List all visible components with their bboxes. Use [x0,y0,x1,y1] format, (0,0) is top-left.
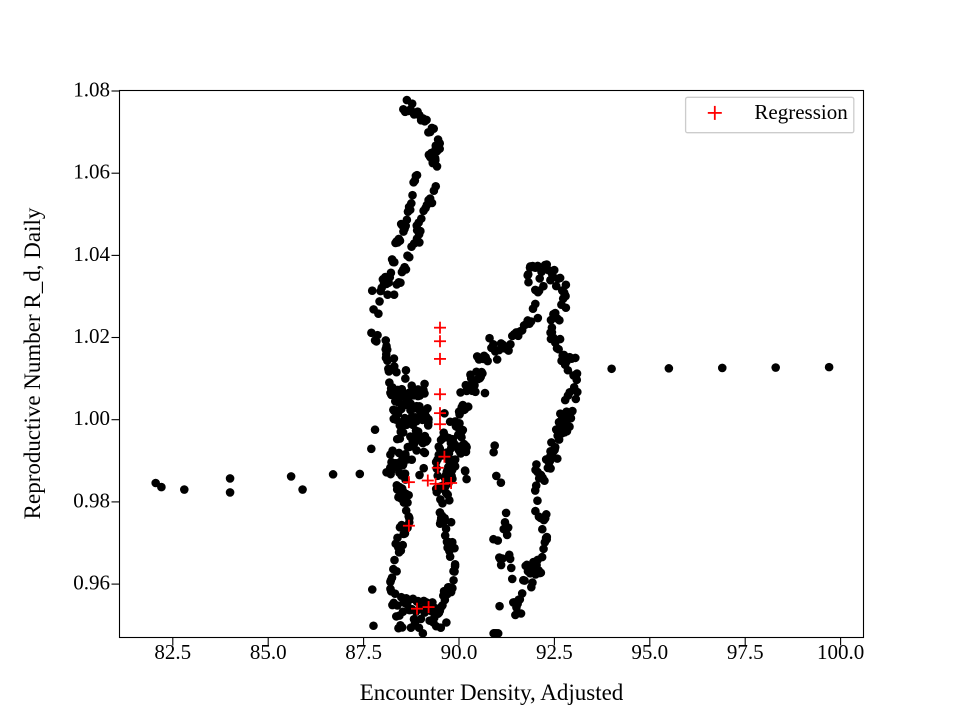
svg-text:97.5: 97.5 [727,640,764,664]
svg-text:Encounter Density, Adjusted: Encounter Density, Adjusted [360,680,624,705]
svg-text:87.5: 87.5 [345,640,382,664]
svg-text:95.0: 95.0 [631,640,668,664]
svg-text:Regression: Regression [754,100,848,124]
svg-text:1.02: 1.02 [73,324,110,348]
svg-text:92.5: 92.5 [536,640,573,664]
svg-text:82.5: 82.5 [154,640,191,664]
svg-text:1.06: 1.06 [73,160,110,184]
svg-text:1.08: 1.08 [73,78,110,102]
svg-text:1.04: 1.04 [73,242,110,266]
svg-text:0.96: 0.96 [73,571,110,595]
svg-text:85.0: 85.0 [250,640,287,664]
svg-text:Reproductive Number R_d, Daily: Reproductive Number R_d, Daily [20,207,45,519]
svg-text:1.00: 1.00 [73,406,110,430]
svg-text:90.0: 90.0 [441,640,478,664]
svg-text:0.98: 0.98 [73,488,110,512]
svg-text:100.0: 100.0 [817,640,864,664]
